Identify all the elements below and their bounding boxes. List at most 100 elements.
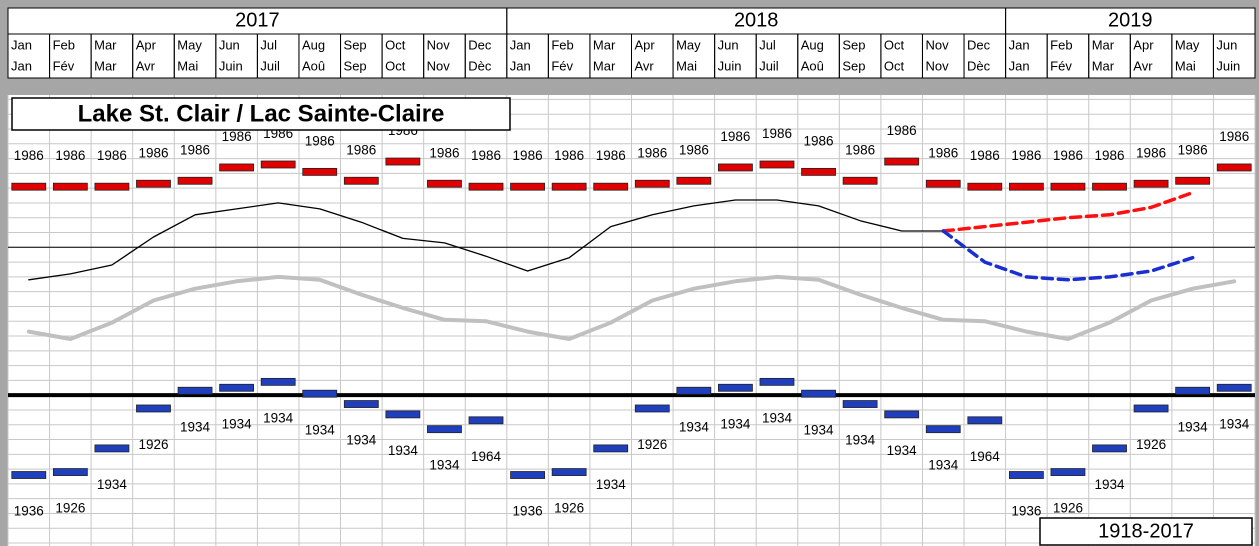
record-year: 1934	[1094, 477, 1125, 492]
month-label-en: Apr	[635, 37, 656, 52]
month-label-en: May	[177, 37, 202, 52]
record-year: 1986	[1178, 142, 1208, 157]
month-label-fr: Mar	[593, 58, 616, 73]
record-year: 1934	[222, 416, 253, 431]
record-year: 1934	[679, 419, 710, 434]
month-label-en: Feb	[53, 37, 75, 52]
month-label-en: Mar	[1092, 37, 1115, 52]
record-year: 1986	[55, 148, 85, 163]
record-bar	[551, 182, 587, 191]
record-bar	[967, 416, 1003, 425]
record-bar	[302, 167, 338, 176]
record-bar	[634, 404, 670, 413]
month-label-en: Dec	[468, 37, 492, 52]
month-label-en: Feb	[1050, 37, 1072, 52]
month-label-en: Sep	[344, 37, 367, 52]
year-label: 2019	[1108, 9, 1153, 31]
record-year: 1986	[1136, 145, 1166, 160]
record-year: 1926	[1053, 501, 1083, 516]
month-label-fr: Sep	[344, 58, 367, 73]
record-bar	[801, 389, 836, 398]
month-label-fr: Jan	[11, 58, 32, 73]
record-year: 1986	[762, 126, 792, 141]
month-label-fr: Fév	[1050, 58, 1072, 73]
record-bar	[427, 179, 462, 188]
record-year: 1986	[720, 129, 750, 144]
month-label-en: Oct	[884, 37, 905, 52]
record-bar	[676, 176, 712, 185]
month-label-en: Jan	[1009, 37, 1030, 52]
record-year: 1986	[1053, 148, 1083, 163]
record-year: 1934	[928, 458, 959, 473]
record-bar	[219, 383, 255, 392]
record-bar	[385, 410, 421, 419]
month-label-fr: Avr	[1133, 58, 1153, 73]
record-bar	[260, 160, 296, 169]
record-year: 1986	[970, 148, 1000, 163]
month-label-fr: Juil	[260, 58, 280, 73]
record-year: 1934	[305, 422, 336, 437]
month-label-fr: Mai	[676, 58, 697, 73]
record-bar	[842, 400, 878, 408]
month-label-en: Nov	[427, 37, 451, 52]
record-year: 1986	[596, 148, 626, 163]
month-label-en: Jun	[1216, 37, 1237, 52]
record-year: 1936	[513, 504, 543, 519]
period-box	[1039, 517, 1253, 546]
record-bar	[884, 157, 920, 166]
record-bar	[177, 386, 213, 395]
record-year: 1986	[1219, 129, 1249, 144]
record-year: 1986	[180, 142, 210, 157]
month-label-fr: Aoû	[801, 58, 824, 73]
record-year: 1934	[388, 443, 419, 458]
record-bar	[1175, 386, 1211, 395]
month-label-en: Oct	[385, 37, 406, 52]
month-label-en: Apr	[1133, 37, 1154, 52]
record-year: 1986	[554, 148, 584, 163]
record-bar	[593, 182, 629, 191]
record-bar	[1133, 404, 1169, 413]
record-year: 1934	[762, 410, 793, 425]
month-label-en: Feb	[551, 37, 573, 52]
record-bar	[718, 163, 753, 172]
record-bar	[1216, 383, 1252, 392]
record-bar	[759, 160, 795, 169]
month-label-en: Aug	[801, 37, 824, 52]
month-label-en: Jul	[260, 37, 277, 52]
record-bar	[385, 157, 421, 166]
month-label-en: Nov	[925, 37, 949, 52]
record-bar	[593, 444, 629, 453]
record-bar	[94, 444, 130, 453]
record-year: 1986	[429, 145, 459, 160]
forecast-line	[941, 229, 1195, 282]
record-bar	[260, 377, 296, 386]
month-label-fr: Dèc	[967, 58, 991, 73]
record-year: 1986	[637, 145, 667, 160]
record-bar	[1008, 471, 1044, 479]
month-label-fr: Mar	[1092, 58, 1115, 73]
record-bar	[510, 182, 545, 191]
period-label: 1918-2017	[1098, 520, 1194, 542]
month-label-fr: Juin	[219, 58, 243, 73]
month-label-en: Jan	[11, 37, 32, 52]
record-bar	[136, 404, 171, 413]
month-label-fr: Jan	[1009, 58, 1030, 73]
record-year: 1936	[1011, 504, 1041, 519]
record-year: 1934	[346, 433, 377, 448]
record-bar	[718, 383, 753, 392]
record-bar	[1133, 179, 1169, 188]
record-bar	[925, 179, 961, 188]
month-label-fr: Oct	[884, 58, 905, 73]
month-label-fr: Avr	[136, 58, 156, 73]
record-year: 1986	[222, 129, 252, 144]
month-label-en: May	[676, 37, 701, 52]
forecast-line	[941, 190, 1195, 233]
record-bar	[52, 468, 88, 476]
record-year: 1986	[928, 145, 958, 160]
record-bar	[94, 182, 130, 191]
record-bar	[551, 468, 587, 476]
record-year: 1986	[97, 148, 127, 163]
record-year: 1964	[471, 449, 502, 464]
record-bar	[136, 179, 171, 188]
